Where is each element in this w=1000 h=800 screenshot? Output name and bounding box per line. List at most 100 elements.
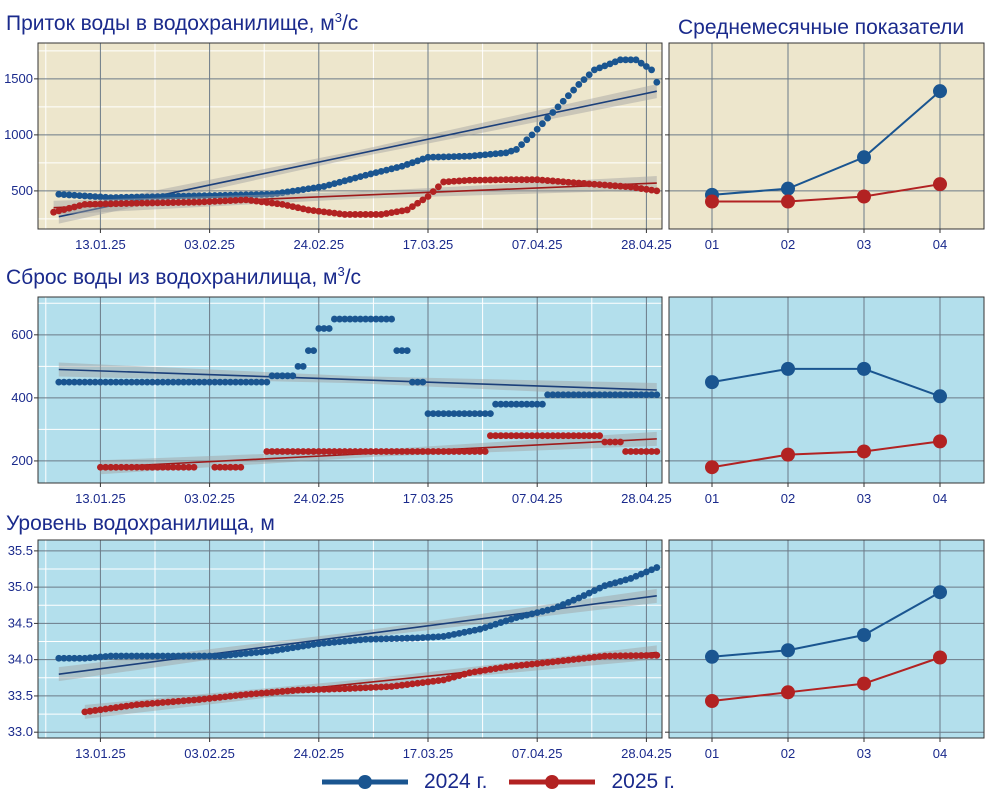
discharge-point-2024 [398,347,406,354]
discharge-point-2024 [253,378,260,386]
discharge-point-2024 [440,410,447,418]
inflow-point-2024 [492,150,499,158]
level-point-2025 [341,685,349,693]
level-point-2024 [580,592,588,599]
level-point-2025 [102,705,109,713]
discharge-point-2025 [513,432,520,440]
inflow-point-2024 [393,164,401,171]
level-point-2025 [336,685,343,693]
inflow-point-2024 [357,173,364,181]
level-point-2025 [149,699,156,707]
inflow-point-2024 [403,161,411,168]
level-point-2024 [466,627,473,635]
discharge-panel-border [37,296,663,484]
discharge-point-2024 [643,391,650,399]
inflow-point-2025 [232,196,240,204]
discharge-point-2024 [195,378,203,386]
discharge-point-2025 [559,432,567,440]
discharge-point-2024 [632,391,640,399]
inflow-point-2024 [227,191,234,199]
level-point-2025 [377,683,385,691]
level-point-2025 [362,684,369,692]
level-point-2025 [596,653,603,661]
inflow-point-2025 [315,207,323,215]
inflow-point-2025 [549,177,557,185]
inflow-point-2025 [435,183,442,191]
inflow-point-2025 [112,200,120,208]
level-point-2024 [372,635,380,643]
inflow-point-2025 [201,198,208,206]
discharge-point-2025 [653,448,661,455]
inflow-point-2024 [585,71,593,79]
level-point-2024 [471,626,479,634]
inflow-point-2025 [247,197,255,204]
discharge-point-2025 [346,448,354,455]
discharge-point-2025 [159,463,167,471]
discharge-title: Сброс воды из водохранилища, м3/с [6,264,362,289]
inflow-point-2025 [466,176,473,184]
inflow-point-2025 [346,211,354,218]
inflow-point-2024 [60,191,68,199]
discharge-point-2024 [91,378,99,386]
discharge-point-2025 [393,448,401,455]
discharge-point-2024 [377,315,385,323]
discharge-point-2025 [279,448,286,455]
discharge-point-2024 [580,391,588,399]
discharge-point-2024 [466,410,473,418]
discharge-point-2024 [112,378,120,386]
level-point-2024 [268,647,276,655]
level-point-2024 [227,651,234,659]
discharge-point-2025 [305,448,312,455]
inflow-point-2024 [97,193,104,201]
level_monthly-point-2024 [857,628,871,643]
level-point-2025 [466,669,473,677]
level-point-2025 [315,686,323,693]
discharge_monthly-xtick-label: 02 [781,491,795,506]
level-point-2025 [206,695,214,702]
inflow_monthly-xtick-label: 03 [857,237,871,252]
level-point-2024 [565,598,572,606]
level-point-2024 [445,632,453,639]
inflow-point-2024 [627,56,635,64]
level_monthly-line-2025 [711,656,941,703]
inflow-point-2025 [76,202,83,210]
discharge-point-2024 [471,410,479,418]
discharge-point-2024 [346,315,354,323]
discharge-point-2024 [299,362,307,370]
level-point-2025 [539,659,546,667]
inflow-point-2025 [570,179,577,187]
discharge-point-2025 [175,463,182,471]
level-point-2024 [585,589,593,597]
level-point-2025 [591,653,598,661]
inflow-point-2025 [611,182,619,190]
inflow-point-2025 [81,200,89,208]
level-point-2025 [367,684,375,691]
discharge-point-2024 [294,362,302,370]
level-point-2025 [580,654,588,662]
discharge-point-2024 [596,391,603,399]
inflow-point-2025 [445,178,453,186]
level-point-2025 [388,683,395,690]
level-point-2025 [403,681,411,688]
inflow-point-2024 [435,153,442,161]
discharge-point-2025 [502,432,510,440]
discharge-point-2025 [606,438,614,446]
inflow_monthly-point-2025 [705,194,719,209]
level-point-2025 [284,687,291,695]
inflow-point-2025 [357,211,364,218]
discharge-point-2025 [227,463,234,471]
discharge_monthly-xtick-label: 04 [933,491,947,506]
discharge_monthly-point-2025 [705,460,719,475]
inflow-point-2024 [237,191,245,199]
level-point-2024 [107,652,115,660]
discharge-point-2024 [523,400,531,408]
inflow-point-2024 [554,103,562,111]
discharge-point-2024 [424,410,432,418]
discharge_monthly-point-2025 [781,447,795,462]
level-point-2024 [221,652,229,659]
discharge-point-2025 [180,463,188,471]
level-point-2024 [315,640,323,648]
level-point-2025 [528,660,536,668]
level-point-2025 [372,683,380,691]
level-point-2024 [476,625,484,633]
